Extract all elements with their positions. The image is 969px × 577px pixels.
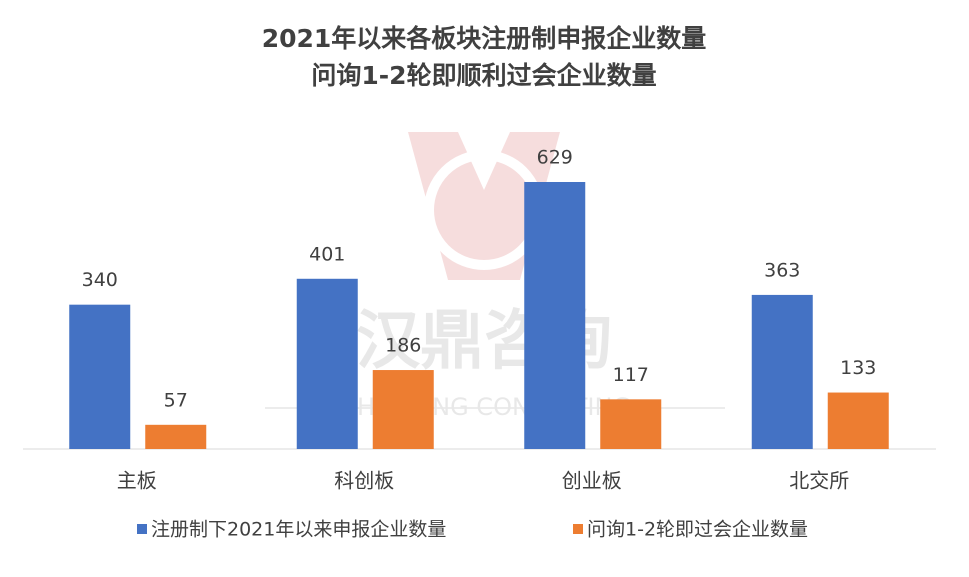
bar bbox=[751, 294, 813, 449]
data-label: 133 bbox=[840, 357, 876, 379]
chart-title: 2021年以来各板块注册制申报企业数量 bbox=[262, 24, 707, 53]
bar bbox=[827, 392, 889, 449]
bar bbox=[524, 182, 586, 449]
data-label: 629 bbox=[537, 147, 573, 169]
data-label: 363 bbox=[764, 259, 800, 281]
bar bbox=[372, 370, 434, 449]
data-label: 57 bbox=[164, 389, 188, 411]
x-tick-label: 主板 bbox=[117, 469, 157, 493]
legend-label: 注册制下2021年以来申报企业数量 bbox=[151, 519, 446, 541]
data-label: 401 bbox=[309, 243, 345, 265]
bar bbox=[296, 278, 358, 449]
bar bbox=[600, 399, 662, 449]
legend-swatch bbox=[137, 524, 147, 534]
bar bbox=[145, 424, 207, 449]
data-label: 340 bbox=[82, 269, 118, 291]
watermark-logo bbox=[408, 132, 560, 280]
legend-swatch bbox=[573, 524, 583, 534]
bar bbox=[69, 304, 131, 449]
chart-subtitle: 问询1-2轮即顺利过会企业数量 bbox=[311, 61, 656, 90]
data-label: 186 bbox=[385, 335, 421, 357]
x-tick-label: 科创板 bbox=[334, 469, 394, 493]
legend-label: 问询1-2轮即过会企业数量 bbox=[587, 519, 808, 541]
data-label: 117 bbox=[613, 364, 649, 386]
x-tick-label: 创业板 bbox=[562, 469, 622, 493]
x-tick-label: 北交所 bbox=[789, 469, 849, 493]
